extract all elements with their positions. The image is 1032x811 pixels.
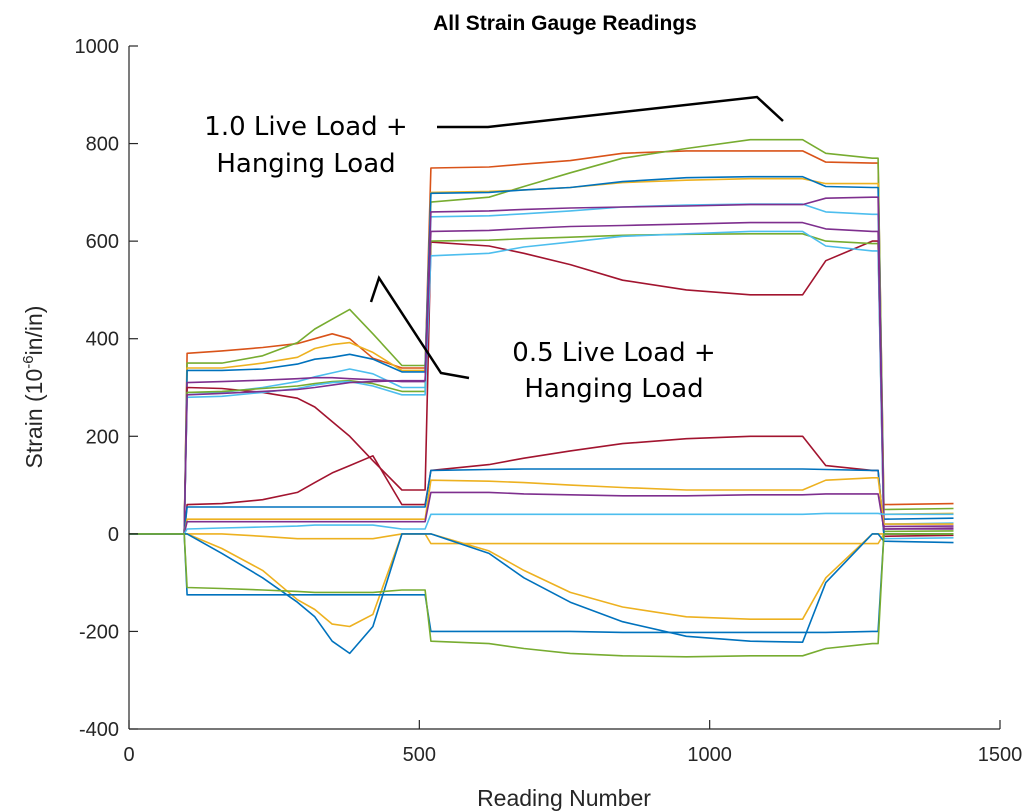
annotation-half-load-line1: 0.5 Live Load + (512, 338, 715, 368)
series-line-19 (129, 533, 954, 634)
series-line-3 (129, 177, 954, 535)
y-tick-label: 1000 (75, 36, 120, 58)
series-line-6 (129, 196, 954, 535)
y-tick-label: 200 (86, 426, 119, 448)
y-tick-label: -400 (79, 719, 119, 741)
series-line-15 (129, 512, 954, 535)
series-line-12 (129, 468, 954, 535)
annotation-half-load-leader (369, 275, 470, 380)
y-tick-label: 0 (108, 524, 119, 546)
y-axis-label-exponent: -6 (20, 355, 37, 368)
y-axis-label-unit: in/in) (21, 306, 47, 356)
series-layer (129, 138, 954, 658)
x-tick-label: 1000 (687, 744, 732, 766)
series-line-18 (129, 533, 954, 655)
x-tick-label: 0 (123, 744, 134, 766)
series-line-10 (129, 221, 954, 535)
series-line-13 (129, 476, 954, 535)
annotation-half-load-line2: Hanging Load (524, 374, 703, 404)
annotation-full-load-line1: 1.0 Live Load + (204, 112, 407, 142)
x-tick-label: 1500 (978, 744, 1023, 766)
ticks-layer: 0 500 1000 1500 -400 -200 0 200 400 600 800 1000 (75, 36, 1023, 766)
series-line-9 (129, 230, 954, 540)
series-line-20 (129, 533, 954, 658)
x-axis-label: Reading Number (477, 785, 651, 811)
annotation-full-load-line2: Hanging Load (216, 149, 395, 179)
y-tick-label: 400 (86, 329, 119, 351)
series-line-14 (129, 491, 954, 535)
y-axis-label: Strain (10-6in/in) (20, 306, 47, 469)
annotations: 1.0 Live Load + Hanging Load 0.5 Live Lo… (204, 95, 784, 404)
y-tick-label: 800 (86, 134, 119, 156)
series-line-4 (129, 175, 954, 535)
series-line-16 (129, 533, 954, 545)
y-tick-label: -200 (79, 621, 119, 643)
x-tick-label: 500 (403, 744, 436, 766)
y-tick-label: 600 (86, 231, 119, 253)
axes (128, 46, 1000, 730)
y-axis-label-base: Strain (10 (21, 369, 47, 469)
chart-title: All Strain Gauge Readings (433, 12, 697, 35)
annotation-full-load-leader (437, 95, 784, 129)
series-line-1 (129, 150, 954, 535)
series-line-17 (129, 533, 954, 628)
